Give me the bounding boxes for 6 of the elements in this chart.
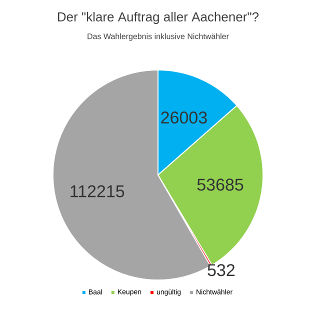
data-label: 53685 xyxy=(197,178,244,191)
chart-title: Der "klare Auftrag aller Aachener"? xyxy=(58,12,259,24)
data-label: 532 xyxy=(208,264,235,276)
chart-subtitle: Das Wahlergebnis inklusive Nichtwähler xyxy=(88,33,229,41)
data-label: 112215 xyxy=(70,185,124,198)
data-label: 26003 xyxy=(161,112,207,124)
